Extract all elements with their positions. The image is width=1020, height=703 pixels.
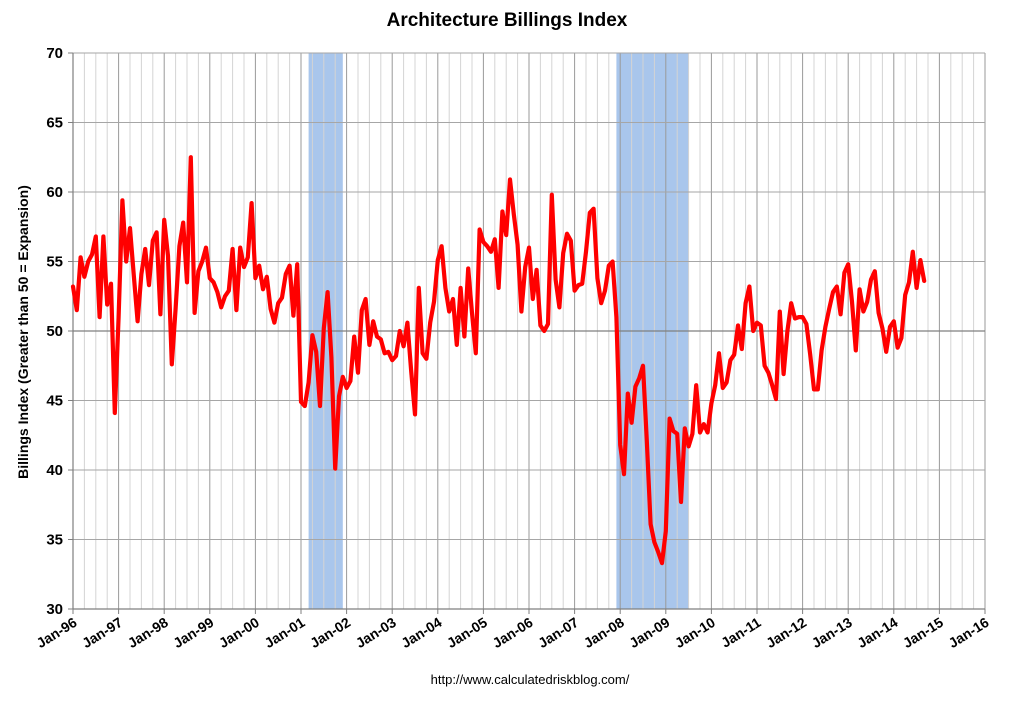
x-tick-label: Jan-15	[900, 614, 946, 651]
x-tick-label: Jan-06	[489, 614, 535, 651]
x-tick-label: Jan-09	[626, 614, 672, 651]
x-tick-labels: Jan-96 Jan-97 Jan-98 Jan-99 Jan-00 Jan-01 Jan-…	[33, 614, 991, 651]
x-tick-label: Jan-08	[581, 614, 627, 651]
series-line-1	[70, 155, 927, 566]
x-tick-label: Jan-10	[672, 614, 718, 651]
x-tick-label: Jan-96	[33, 614, 79, 651]
y-tick-label: 65	[46, 115, 63, 132]
chart-title: Architecture Billings Index	[387, 10, 628, 31]
y-tick-label: 35	[46, 532, 63, 549]
y-tick-labels: 30 35 40 45 50 55 60 65 70	[46, 45, 63, 618]
y-tick-label: 45	[46, 393, 63, 410]
y-tick-label: 70	[46, 45, 63, 62]
x-tick-label: Jan-11	[718, 614, 764, 651]
x-tick-label: Jan-14	[854, 614, 900, 651]
x-tick-label: Jan-97	[79, 614, 125, 651]
series-layer	[70, 155, 927, 566]
source-text: http://www.calculatedriskblog.com/	[431, 672, 630, 687]
y-tick-label: 55	[46, 254, 63, 271]
x-tick-label: Jan-98	[125, 614, 171, 651]
x-tick-label: Jan-16	[945, 614, 991, 651]
x-tick-label: Jan-12	[763, 614, 809, 651]
x-tick-label: Jan-13	[809, 614, 855, 651]
grid-lines	[72, 52, 986, 610]
y-tick-label: 60	[46, 184, 63, 201]
x-tick-label: Jan-04	[398, 614, 444, 651]
y-tick-label: 50	[46, 323, 63, 340]
y-axis-label: Billings Index (Greater than 50 = Expans…	[15, 185, 31, 479]
x-tick-label: Jan-01	[261, 614, 307, 651]
axes	[68, 52, 986, 614]
x-tick-label: Jan-99	[170, 614, 216, 651]
y-tick-label: 40	[46, 462, 63, 479]
x-tick-label: Jan-03	[353, 614, 399, 651]
x-tick-label: Jan-02	[307, 614, 353, 651]
x-tick-label: Jan-00	[216, 614, 262, 651]
x-tick-label: Jan-05	[444, 614, 490, 651]
x-tick-label: Jan-07	[535, 614, 581, 651]
y-tick-label: 30	[46, 601, 63, 618]
